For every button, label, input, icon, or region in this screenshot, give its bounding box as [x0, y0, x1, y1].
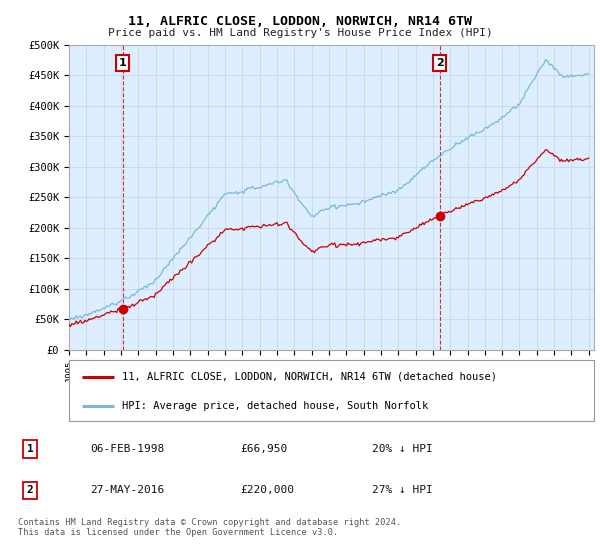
Text: 11, ALFRIC CLOSE, LODDON, NORWICH, NR14 6TW: 11, ALFRIC CLOSE, LODDON, NORWICH, NR14 … [128, 15, 472, 28]
Text: 27% ↓ HPI: 27% ↓ HPI [372, 486, 433, 496]
Text: Price paid vs. HM Land Registry's House Price Index (HPI): Price paid vs. HM Land Registry's House … [107, 28, 493, 38]
Text: 2: 2 [436, 58, 443, 68]
Text: 1: 1 [119, 58, 127, 68]
Text: 11, ALFRIC CLOSE, LODDON, NORWICH, NR14 6TW (detached house): 11, ALFRIC CLOSE, LODDON, NORWICH, NR14 … [121, 372, 497, 382]
Text: HPI: Average price, detached house, South Norfolk: HPI: Average price, detached house, Sout… [121, 401, 428, 410]
Text: 20% ↓ HPI: 20% ↓ HPI [372, 444, 433, 454]
Text: 1: 1 [26, 444, 34, 454]
Text: 2: 2 [26, 486, 34, 496]
Text: £66,950: £66,950 [240, 444, 287, 454]
Text: 27-MAY-2016: 27-MAY-2016 [90, 486, 164, 496]
Text: 06-FEB-1998: 06-FEB-1998 [90, 444, 164, 454]
Text: Contains HM Land Registry data © Crown copyright and database right 2024.
This d: Contains HM Land Registry data © Crown c… [18, 518, 401, 538]
Text: £220,000: £220,000 [240, 486, 294, 496]
